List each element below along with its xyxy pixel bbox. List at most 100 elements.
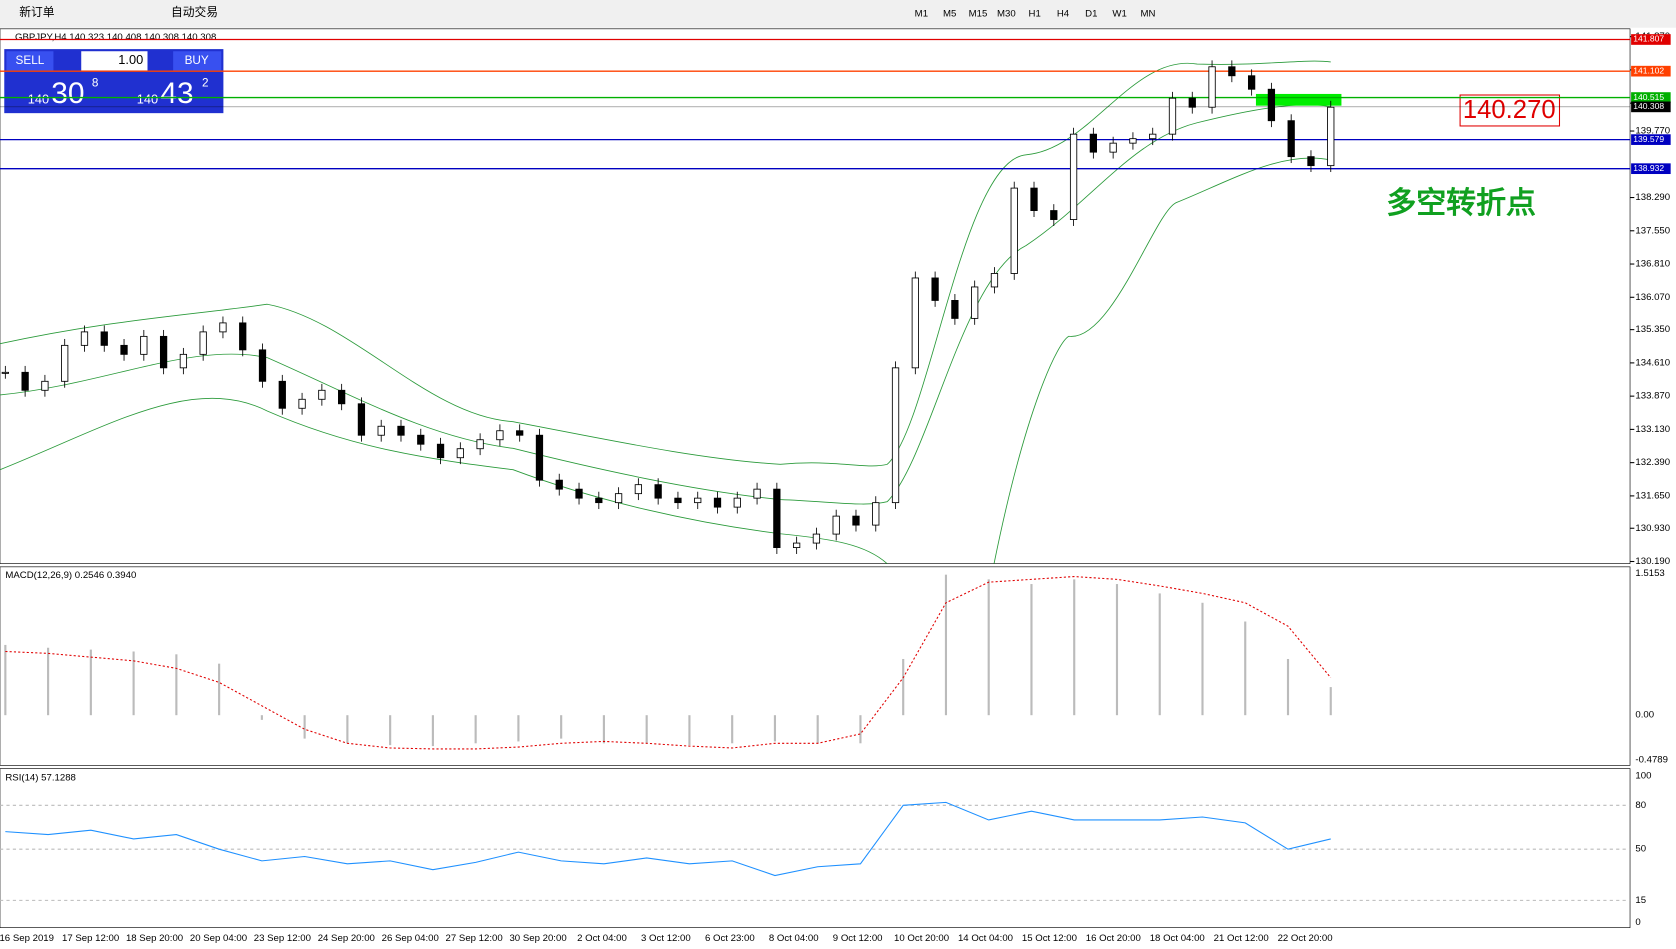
macd-bar bbox=[731, 715, 734, 744]
timeframe[interactable]: M30 bbox=[997, 8, 1016, 19]
candle bbox=[753, 488, 761, 499]
candle bbox=[1030, 187, 1038, 211]
candle bbox=[1109, 142, 1117, 153]
candle bbox=[535, 434, 544, 481]
macd-bar bbox=[1286, 658, 1290, 716]
bid-big: 140 bbox=[28, 92, 49, 107]
candle bbox=[357, 403, 366, 436]
candle bbox=[199, 331, 207, 355]
y-tick-label: 136.070 bbox=[1635, 292, 1670, 303]
rsi-tick-label: 50 bbox=[1635, 844, 1646, 855]
y-tick-label: 133.130 bbox=[1635, 424, 1670, 435]
candle bbox=[1149, 133, 1157, 140]
volume-box[interactable] bbox=[81, 51, 148, 71]
macd-bar bbox=[688, 715, 691, 746]
candle bbox=[100, 331, 108, 346]
candle bbox=[318, 389, 326, 400]
price-label-bg bbox=[1631, 163, 1671, 175]
x-tick-label: 6 Oct 23:00 bbox=[705, 933, 755, 944]
macd-bar bbox=[389, 715, 392, 746]
chart-header: GBPJPY,H4 140.323 140.408 140.308 140.30… bbox=[15, 32, 216, 43]
y-tick-label: 132.390 bbox=[1635, 457, 1670, 468]
candle bbox=[990, 273, 999, 288]
price-label-bg bbox=[1631, 65, 1671, 77]
candle bbox=[1069, 133, 1078, 220]
price-label: 141.102 bbox=[1633, 65, 1664, 75]
zone bbox=[1255, 93, 1342, 106]
candle bbox=[555, 479, 563, 490]
timeframe[interactable]: M15 bbox=[969, 8, 988, 19]
price-label-bg bbox=[1631, 134, 1671, 145]
candle bbox=[951, 300, 959, 319]
candle bbox=[1327, 106, 1335, 167]
bollinger-middle bbox=[0, 104, 1331, 505]
x-tick-label: 24 Sep 20:00 bbox=[318, 933, 375, 944]
sell-label[interactable]: SELL bbox=[16, 54, 45, 67]
rsi-label: RSI(14) 57.1288 bbox=[5, 773, 76, 784]
annotation-box bbox=[1459, 94, 1561, 127]
candle bbox=[674, 497, 682, 504]
candle bbox=[436, 443, 445, 459]
macd-bar bbox=[4, 644, 7, 716]
timeframe[interactable]: M1 bbox=[915, 8, 928, 19]
x-tick-label: 22 Oct 20:00 bbox=[1278, 933, 1333, 944]
macd-bar bbox=[816, 715, 819, 744]
rsi-tick-label: 100 bbox=[1635, 771, 1651, 782]
candle bbox=[496, 430, 504, 441]
x-tick-label: 18 Oct 04:00 bbox=[1150, 933, 1205, 944]
y-tick-label: 130.190 bbox=[1635, 556, 1670, 567]
macd-bar bbox=[132, 651, 135, 716]
macd-bar bbox=[47, 647, 50, 716]
auto-trade[interactable]: 自动交易 bbox=[171, 5, 218, 19]
x-tick-label: 18 Sep 20:00 bbox=[126, 933, 183, 944]
candle bbox=[713, 497, 722, 508]
candle bbox=[634, 484, 643, 495]
x-tick-label: 23 Sep 12:00 bbox=[254, 933, 311, 944]
candle bbox=[397, 425, 405, 436]
candle bbox=[1247, 75, 1256, 90]
candle bbox=[931, 277, 939, 301]
timeframe[interactable]: H1 bbox=[1029, 8, 1041, 19]
ask-sup: 2 bbox=[202, 76, 209, 89]
price-panel bbox=[0, 28, 1631, 564]
timeframe[interactable]: H4 bbox=[1057, 8, 1070, 19]
timeframe[interactable]: W1 bbox=[1112, 8, 1126, 19]
candle bbox=[654, 484, 662, 499]
volume[interactable]: 1.00 bbox=[118, 52, 143, 67]
candle bbox=[21, 371, 29, 391]
buy-button[interactable] bbox=[173, 51, 222, 71]
price-label: 141.807 bbox=[1633, 34, 1664, 44]
price-label: 140.515 bbox=[1633, 92, 1664, 102]
y-tick-label: 138.290 bbox=[1635, 192, 1670, 203]
timeframe[interactable]: MN bbox=[1140, 8, 1155, 19]
x-tick-label: 26 Sep 04:00 bbox=[382, 933, 439, 944]
candle bbox=[80, 331, 89, 346]
buy-label[interactable]: BUY bbox=[185, 54, 209, 67]
candle bbox=[41, 380, 49, 391]
candle bbox=[1050, 210, 1058, 220]
timeframe[interactable]: M5 bbox=[943, 8, 956, 19]
macd-bar bbox=[560, 715, 563, 739]
timeframe[interactable]: D1 bbox=[1085, 8, 1097, 19]
macd-panel bbox=[0, 566, 1631, 766]
x-tick-label: 20 Sep 04:00 bbox=[190, 933, 247, 944]
macd-bar bbox=[260, 715, 263, 720]
price-label: 138.932 bbox=[1633, 163, 1664, 173]
macd-tick-label: -0.4789 bbox=[1635, 755, 1668, 766]
candle bbox=[120, 344, 128, 355]
x-tick-label: 9 Oct 12:00 bbox=[833, 933, 883, 944]
note: 多空转折点 bbox=[1386, 187, 1536, 220]
rsi-tick-label: 0 bbox=[1635, 917, 1640, 928]
candle bbox=[239, 322, 247, 351]
new-order[interactable]: 新订单 bbox=[19, 5, 55, 19]
rsi-tick-label: 80 bbox=[1635, 800, 1646, 811]
macd-bar bbox=[346, 715, 349, 744]
bollinger-upper bbox=[0, 60, 1331, 467]
candle bbox=[773, 488, 781, 548]
candle bbox=[911, 277, 919, 369]
sell-button[interactable] bbox=[6, 51, 54, 71]
macd-tick-label: 0.00 bbox=[1635, 710, 1654, 721]
macd-bar bbox=[1073, 579, 1076, 716]
price-label-bg bbox=[1631, 92, 1671, 103]
